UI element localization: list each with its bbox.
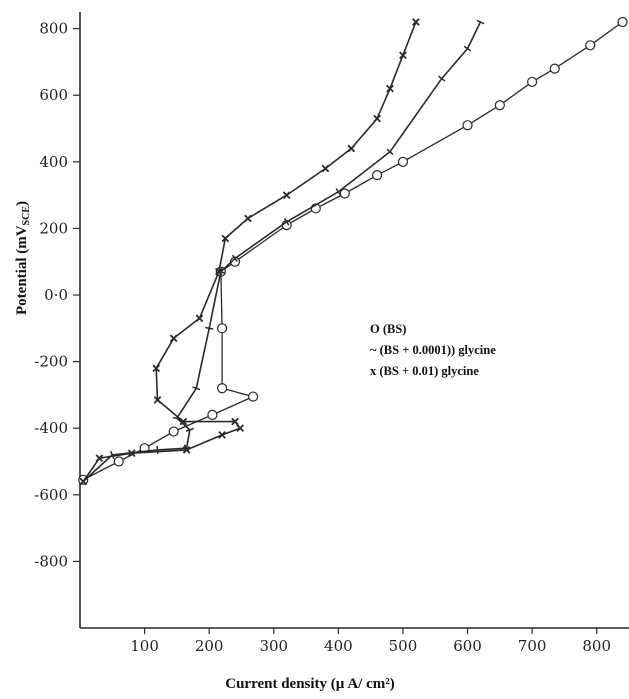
data-point-circle [207,409,218,420]
data-point-circle [494,100,505,111]
data-point-cross [282,191,291,199]
tick-labels: 800 600 400 200 0·0 -200 -400 -600 -800 100 200 300… [34,20,611,655]
data-point-cross [127,449,136,458]
data-point-cross [95,454,104,463]
data-point-tilde [463,45,472,52]
data-point-cross [244,214,252,223]
data-point-cross [195,314,204,323]
data-point-tilde [438,75,446,82]
x-tick-label: 200 [195,637,224,655]
x-tick-label: 800 [582,637,611,655]
data-point-cross [347,144,356,153]
x-tick-label: 600 [453,637,482,655]
y-axis-title-subscript: SCE [21,206,32,226]
x-tick-label: 500 [389,637,418,655]
data-point-circle [527,76,538,88]
series-group [78,16,628,486]
data-point-cross [373,114,381,123]
series-line [82,21,623,481]
legend: O (BS) ~ (BS + 0.0001)) glycine x (BS + … [370,322,496,378]
data-point-tilde [205,326,214,330]
x-tick-label: 300 [259,637,288,655]
data-point-circle [372,170,383,181]
data-point-cross [321,164,330,173]
data-point-cross [182,446,191,454]
data-point-cross [412,18,420,26]
data-point-cross [386,84,394,93]
series-cross [79,18,420,486]
data-point-cross [231,417,239,426]
data-point-cross [152,364,161,373]
series-circle [78,16,628,485]
series-line [82,21,482,483]
data-point-circle [168,426,179,437]
series-line [82,21,417,482]
axes [79,12,629,629]
data-point-tilde [386,148,394,156]
data-point-tilde [476,19,485,25]
data-point-cross [169,334,178,343]
data-point-tilde [231,254,239,263]
data-point-tilde [156,445,159,454]
x-tick-label: 100 [130,637,159,655]
data-point-circle [585,40,596,51]
data-point-circle [462,120,473,131]
data-point-cross [221,234,230,243]
x-axis-title: Current density (µ A/ cm²) [225,676,395,692]
data-point-circle [549,63,560,74]
y-tick-label: 0·0 [44,286,68,304]
y-tick-label: 600 [39,86,68,104]
data-point-cross [236,424,245,433]
legend-entry-bs-0-0001-glycine: ~ (BS + 0.0001)) glycine [370,343,496,357]
data-point-circle [247,391,259,402]
legend-entry-bs-0-01-glycine: x (BS + 0.01) glycine [370,364,479,378]
legend-entry-bs: O (BS) [370,322,406,336]
series-tilde [79,19,485,485]
y-tick-label: 800 [39,20,68,38]
data-point-cross [215,267,223,276]
data-point-cross [79,477,88,486]
y-tick-label: 200 [39,219,68,237]
x-tick-label: 400 [324,637,353,655]
data-point-circle [617,16,628,28]
data-point-circle [397,156,409,167]
data-point-tilde [192,386,201,391]
data-point-cross [399,51,407,60]
x-tick-label: 700 [518,637,547,655]
data-point-tilde [185,427,194,432]
y-tick-label: 400 [39,153,68,171]
data-point-cross [179,417,188,426]
data-point-circle [216,323,228,334]
data-point-tilde [283,218,290,226]
data-point-tilde [335,188,342,196]
y-tick-label: -600 [34,486,68,504]
data-point-tilde [110,450,115,459]
data-point-cross [218,431,226,439]
y-tick-label: -400 [34,419,68,437]
y-axis-title-main: Potential (mV [14,225,30,315]
data-point-circle [339,188,350,199]
y-tick-label: -200 [34,353,68,371]
y-axis-title: Potential (mVSCE) [14,201,32,315]
y-axis-title-close: ) [14,201,30,206]
data-point-circle [216,383,228,394]
y-tick-label: -800 [34,552,68,570]
data-point-cross [153,396,162,404]
data-point-circle [113,456,124,467]
